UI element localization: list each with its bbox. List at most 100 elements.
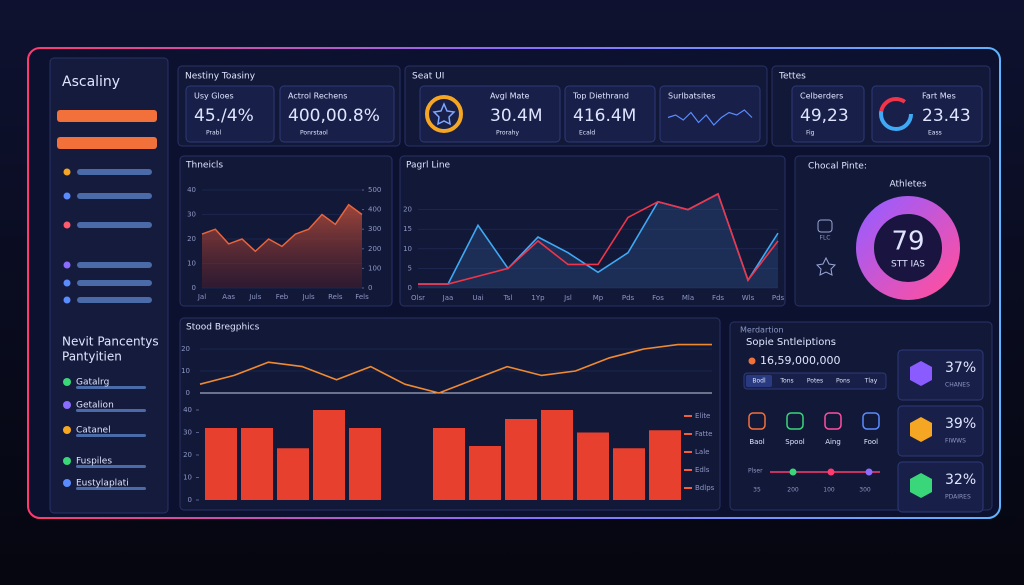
x-tick-label: Mla bbox=[682, 294, 694, 302]
slider-tick: 300 bbox=[859, 487, 871, 494]
card-sub: Fig bbox=[806, 130, 815, 137]
panel-title: Tettes bbox=[778, 72, 806, 82]
menu-bar bbox=[77, 169, 152, 175]
y-tick-label: 40 bbox=[183, 406, 192, 414]
series-area bbox=[418, 193, 778, 288]
ring-icon bbox=[879, 97, 913, 131]
card-label: Avgl Mate bbox=[490, 92, 530, 101]
sidebar-item: Catanel bbox=[76, 426, 111, 436]
bar bbox=[241, 428, 273, 500]
y-tick-label: 30 bbox=[187, 211, 196, 219]
stat-value: 37% bbox=[945, 360, 976, 376]
menu-bar bbox=[77, 297, 152, 303]
tab: Pons bbox=[836, 378, 850, 385]
feature-icon bbox=[862, 412, 880, 430]
x-tick-label: Jsl bbox=[563, 294, 572, 302]
bar bbox=[313, 410, 345, 500]
card-sub: Prorahy bbox=[496, 130, 519, 137]
card-value: 30.4M bbox=[490, 106, 543, 126]
x-tick-label: Wls bbox=[742, 294, 755, 302]
donut-value: 79 bbox=[891, 227, 924, 257]
bar bbox=[541, 410, 573, 500]
x-tick-label: Fels bbox=[355, 293, 369, 301]
slider-tick: 35 bbox=[753, 487, 761, 494]
y2-tick-label: 0 bbox=[368, 284, 372, 292]
y-tick-label: 30 bbox=[183, 429, 192, 437]
card-sub: Ecald bbox=[579, 130, 595, 137]
icon-label: Spool bbox=[785, 438, 804, 446]
y-tick-label: 0 bbox=[192, 284, 196, 292]
feature-icon bbox=[748, 412, 766, 430]
card-value: 45./4% bbox=[194, 106, 254, 126]
sidebar-title: Ascaliny bbox=[62, 74, 120, 90]
tab-bar bbox=[743, 372, 887, 390]
panel-subtitle: Sopie Sntleiptions bbox=[746, 337, 836, 348]
feature-icon bbox=[824, 412, 842, 430]
ring-icon bbox=[879, 97, 913, 131]
x-tick-label: Pds bbox=[622, 294, 635, 302]
icon-label: Aing bbox=[825, 438, 841, 446]
hex-icon bbox=[910, 361, 932, 386]
amount-dot bbox=[748, 357, 756, 365]
x-tick-label: Mp bbox=[593, 294, 604, 302]
menu-icon bbox=[63, 296, 71, 304]
stat-value: 32% bbox=[945, 472, 976, 488]
x-tick-label: Jal bbox=[197, 293, 206, 301]
item-bar bbox=[76, 487, 146, 490]
menu-bar bbox=[77, 222, 152, 228]
item-bar bbox=[76, 409, 146, 412]
item-dot bbox=[63, 479, 71, 487]
x-tick-label: Fos bbox=[652, 294, 664, 302]
y-tick-label: 0 bbox=[186, 389, 190, 397]
y2-tick-label: 500 bbox=[368, 186, 381, 194]
y-tick-label: 0 bbox=[188, 496, 192, 504]
y-tick-label: 0 bbox=[408, 284, 412, 292]
x-tick-label: Feb bbox=[276, 293, 289, 301]
x-tick-label: Aas bbox=[222, 293, 235, 301]
x-tick-label: Fds bbox=[712, 294, 724, 302]
x-tick-label: Uai bbox=[472, 294, 483, 302]
x-tick-label: Olsr bbox=[411, 294, 425, 302]
legend-item: Lale bbox=[695, 448, 709, 456]
menu-icon bbox=[63, 168, 71, 176]
x-tick-label: Juls bbox=[248, 293, 261, 301]
stat-card bbox=[659, 85, 761, 143]
sidebar-item: Gatalrg bbox=[76, 378, 109, 388]
card-value: 416.4M bbox=[573, 106, 636, 126]
y-tick-label: 10 bbox=[183, 474, 192, 482]
x-tick-label: Juls bbox=[302, 293, 315, 301]
item-dot bbox=[63, 378, 71, 386]
card-sub: Eass bbox=[928, 130, 942, 137]
area-line bbox=[201, 203, 363, 253]
stat-label: FIWWS bbox=[945, 438, 966, 445]
y2-tick-label: 100 bbox=[368, 264, 381, 272]
menu-bar bbox=[77, 280, 152, 286]
line bbox=[199, 343, 712, 394]
item-bar bbox=[76, 434, 146, 437]
donut-hole bbox=[875, 215, 941, 281]
card-label: Top Diethrand bbox=[572, 92, 629, 101]
panel-title: Pagrl Line bbox=[406, 161, 451, 171]
y-tick-label: 10 bbox=[187, 260, 196, 268]
y-tick-label: 10 bbox=[181, 367, 190, 375]
legend-item: Elite bbox=[695, 412, 710, 420]
card-label: Fart Mes bbox=[922, 92, 956, 101]
donut-icon bbox=[817, 219, 833, 233]
slider-knob bbox=[789, 468, 797, 476]
y-tick-label: 15 bbox=[403, 225, 412, 233]
y-tick-label: 20 bbox=[181, 345, 190, 353]
stat-value: 39% bbox=[945, 416, 976, 432]
donut-icon bbox=[815, 256, 837, 276]
feature-icon bbox=[786, 412, 804, 430]
tab: Potes bbox=[807, 378, 823, 385]
bar bbox=[613, 448, 645, 500]
donut-ring bbox=[856, 196, 960, 300]
slider-knob bbox=[827, 468, 835, 476]
y-tick-label: 5 bbox=[408, 264, 412, 272]
card-value: 23.43 bbox=[922, 106, 971, 126]
menu-highlight bbox=[57, 110, 157, 122]
y-tick-label: 20 bbox=[183, 451, 192, 459]
bar bbox=[433, 428, 465, 500]
y2-tick-label: 400 bbox=[368, 206, 381, 214]
